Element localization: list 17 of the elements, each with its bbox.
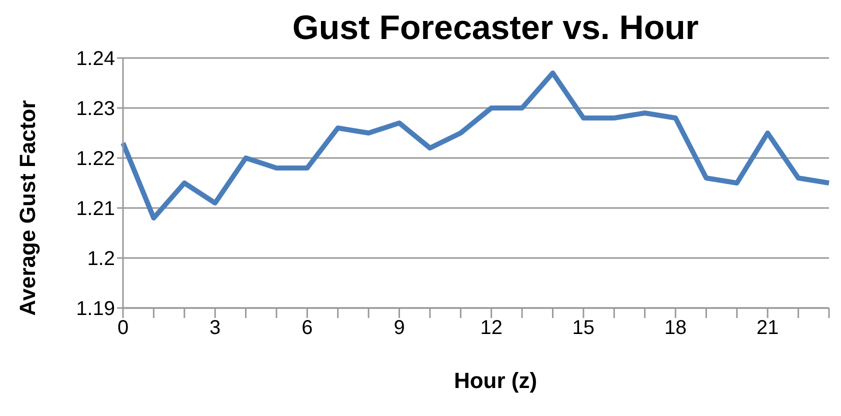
y-tick-label: 1.19 [76,298,115,320]
chart-title: Gust Forecaster vs. Hour [291,8,700,48]
y-tick-label: 1.22 [76,148,115,170]
y-tick-label: 1.21 [76,198,115,220]
y-tick-label: 1.24 [76,48,115,70]
x-tick-label: 3 [210,317,221,340]
x-tick-label: 0 [117,317,129,340]
y-axis-title: Average Gust Factor [15,100,41,316]
x-tick-label: 15 [572,317,595,340]
x-tick-label: 18 [664,317,687,340]
x-axis-title: Hour (z) [452,368,538,394]
x-tick-label: 21 [756,317,779,340]
x-tick-label: 9 [394,317,405,340]
x-tick-label: 12 [480,317,502,340]
y-tick-label: 1.23 [76,98,115,120]
x-tick-label: 6 [302,317,313,340]
y-tick-label: 1.2 [87,248,115,270]
